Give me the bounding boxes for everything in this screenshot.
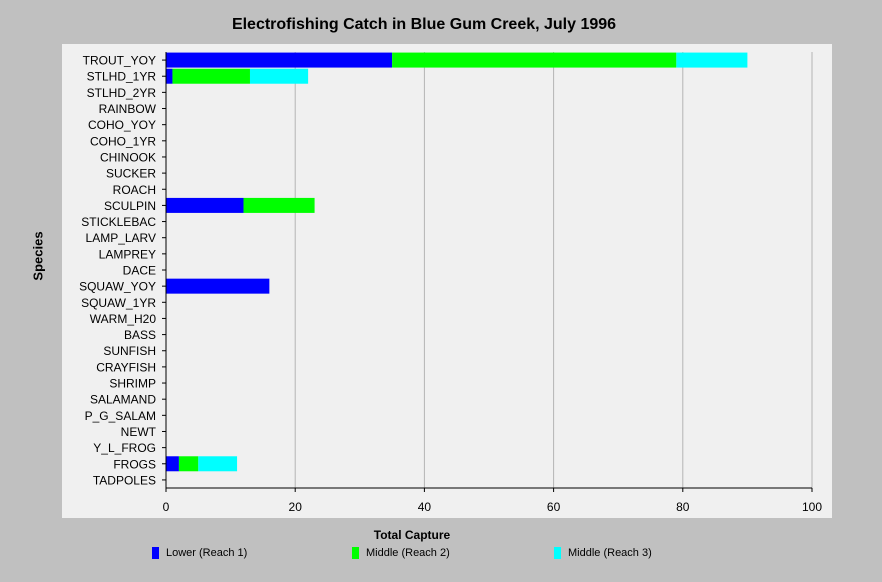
bar-sculpin-series-1 (166, 197, 244, 213)
x-tick-label: 40 (418, 500, 432, 514)
y-tick-label: P_G_SALAM (85, 409, 156, 423)
y-tick-label: ROACH (113, 183, 156, 197)
y-tick-label: STLHD_1YR (87, 70, 157, 84)
y-tick-label: SUNFISH (103, 344, 156, 358)
legend-swatch-reach-2 (352, 547, 359, 559)
y-tick-label: LAMP_LARV (86, 231, 156, 245)
x-tick-label: 60 (547, 500, 561, 514)
y-tick-label: SQUAW_1YR (81, 296, 156, 310)
y-tick-label: CHINOOK (100, 150, 156, 164)
y-tick-label: SUCKER (106, 167, 156, 181)
legend-label-reach-2: Middle (Reach 2) (366, 547, 450, 559)
y-tick-label: BASS (124, 328, 156, 342)
y-tick-label: SALAMAND (90, 393, 156, 407)
x-tick-label: 0 (163, 500, 170, 514)
y-tick-label: SQUAW_YOY (79, 280, 156, 294)
y-tick-label: TADPOLES (93, 473, 156, 487)
legend-item-reach-3: Middle (Reach 3) (554, 547, 652, 559)
legend-swatch-reach-1 (152, 547, 159, 559)
y-tick-label: COHO_1YR (90, 134, 156, 148)
y-tick-label: COHO_YOY (88, 118, 156, 132)
legend-item-reach-1: Lower (Reach 1) (152, 547, 247, 559)
y-tick-label: SCULPIN (104, 199, 156, 213)
y-tick-label: DACE (123, 264, 156, 278)
x-tick-label: 80 (676, 500, 690, 514)
y-tick-label: TROUT_YOY (83, 54, 156, 68)
x-tick-label: 100 (802, 500, 822, 514)
y-tick-label: Y_L_FROG (93, 441, 156, 455)
bar-trout-yoy-series-3 (676, 52, 748, 68)
x-axis-label: Total Capture (373, 528, 451, 542)
bar-squaw-yoy-series-1 (166, 278, 270, 294)
y-tick-label: FROGS (113, 457, 156, 471)
y-tick-label: SHRIMP (109, 377, 156, 391)
y-tick-label: STLHD_2YR (87, 86, 157, 100)
y-tick-label: CRAYFISH (96, 360, 156, 374)
y-tick-label: STICKLEBAC (81, 215, 156, 229)
y-tick-label: WARM_H20 (90, 312, 157, 326)
y-tick-label: LAMPREY (99, 247, 156, 261)
bar-stlhd-1yr-series-3 (249, 68, 309, 84)
bar-frogs-series-1 (166, 456, 179, 472)
bar-stlhd-1yr-series-2 (172, 68, 250, 84)
bar-sculpin-series-2 (243, 197, 315, 213)
legend-swatch-reach-3 (554, 547, 561, 559)
y-tick-label: RAINBOW (99, 102, 157, 116)
legend-label-reach-1: Lower (Reach 1) (166, 547, 248, 559)
x-tick-label: 20 (289, 500, 303, 514)
bar-stlhd-1yr-series-1 (166, 68, 173, 84)
bar-trout-yoy-series-1 (166, 52, 393, 68)
bar-frogs-series-2 (178, 456, 199, 472)
bar-trout-yoy-series-2 (392, 52, 677, 68)
legend-item-reach-2: Middle (Reach 2) (352, 547, 450, 559)
y-tick-label: NEWT (121, 425, 157, 439)
legend-label-reach-3: Middle (Reach 3) (568, 547, 652, 559)
chart-title: Electrofishing Catch in Blue Gum Creek, … (231, 16, 617, 33)
bar-frogs-series-3 (198, 456, 238, 472)
